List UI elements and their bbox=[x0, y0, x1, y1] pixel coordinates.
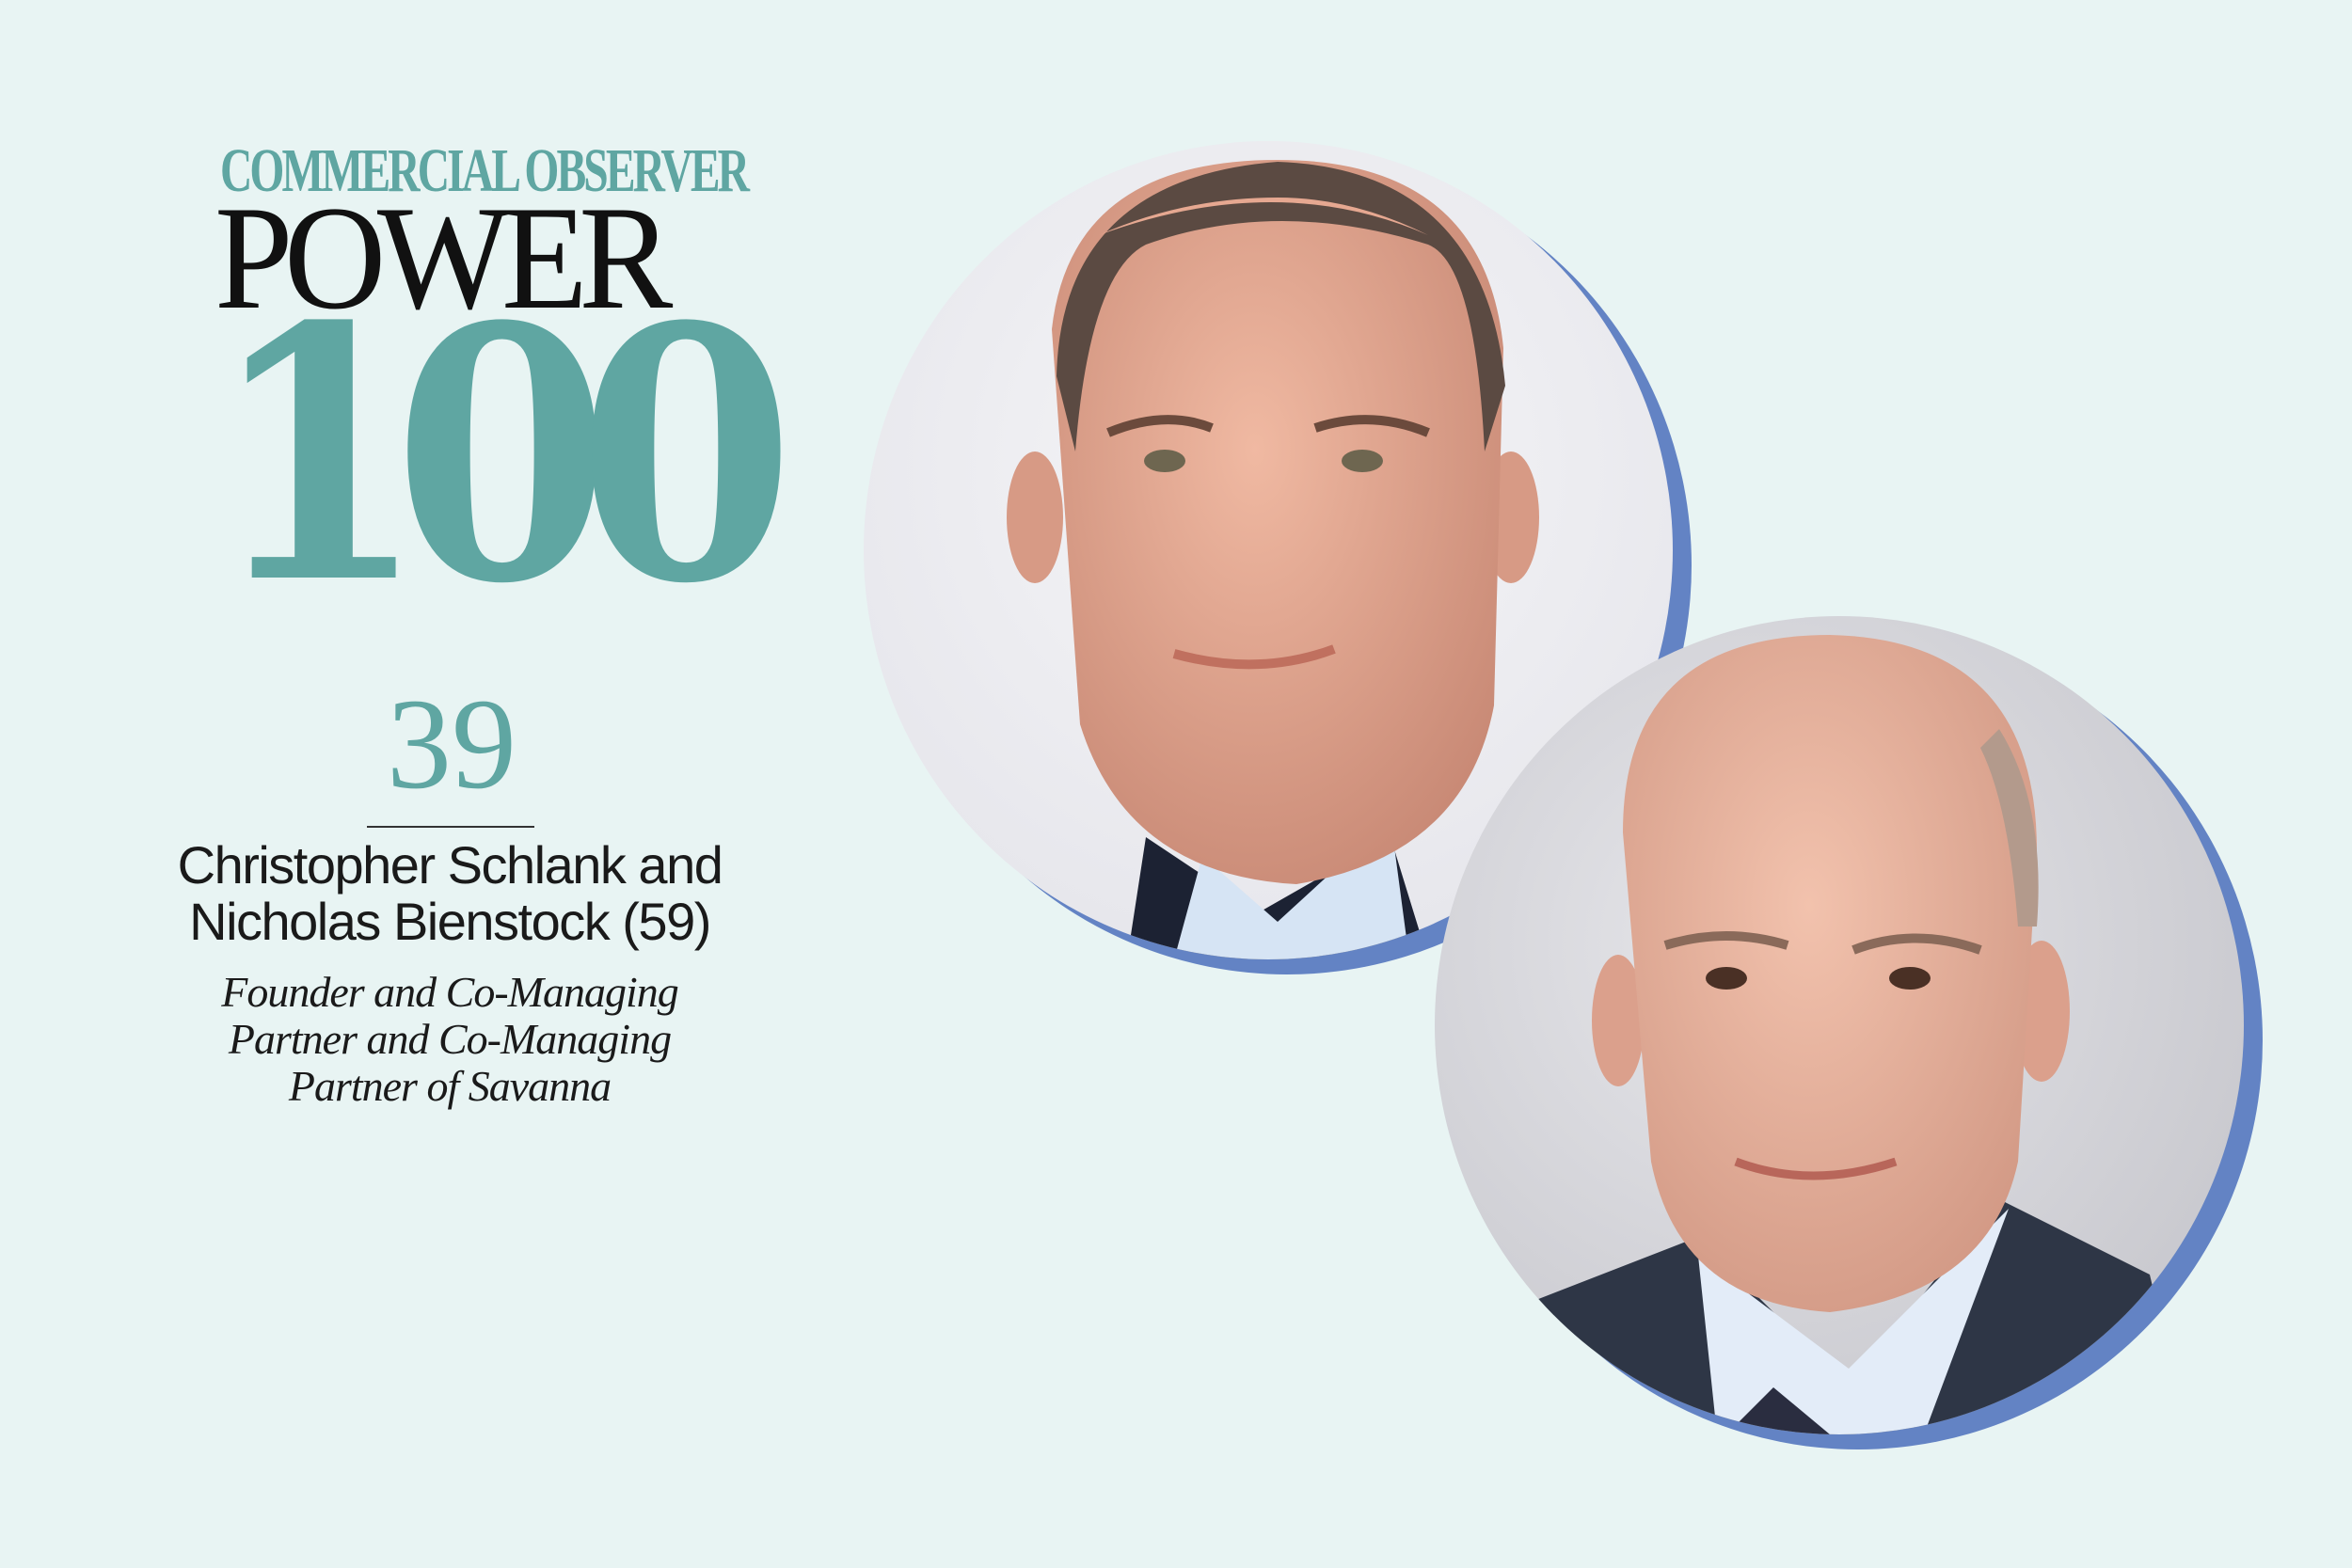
role-line: Partner of Savanna bbox=[288, 1062, 612, 1110]
logo-100-number: 100 bbox=[209, 252, 795, 660]
portrait-nicholas-bienstock bbox=[1435, 616, 2263, 1449]
role-line: Founder and Co-Managing bbox=[221, 968, 679, 1016]
honoree-name-line: Christopher Schlank and bbox=[177, 835, 723, 895]
logo-power-word: POWER bbox=[215, 176, 673, 341]
portrait-photo bbox=[1435, 616, 2244, 1434]
divider bbox=[367, 826, 534, 828]
honoree-names: Christopher Schlank and Nicholas Biensto… bbox=[113, 837, 787, 950]
rank-number: 39 bbox=[387, 672, 516, 816]
logo-publication-name: COMMERCIAL OBSERVER bbox=[220, 136, 750, 205]
honoree-role: Founder and Co-Managing Partner and Co-M… bbox=[113, 969, 787, 1110]
honoree-name-line: Nicholas Bienstock (59) bbox=[189, 892, 711, 951]
portrait-christopher-schlank bbox=[864, 141, 1692, 974]
role-line: Partner and Co-Managing bbox=[228, 1015, 672, 1063]
